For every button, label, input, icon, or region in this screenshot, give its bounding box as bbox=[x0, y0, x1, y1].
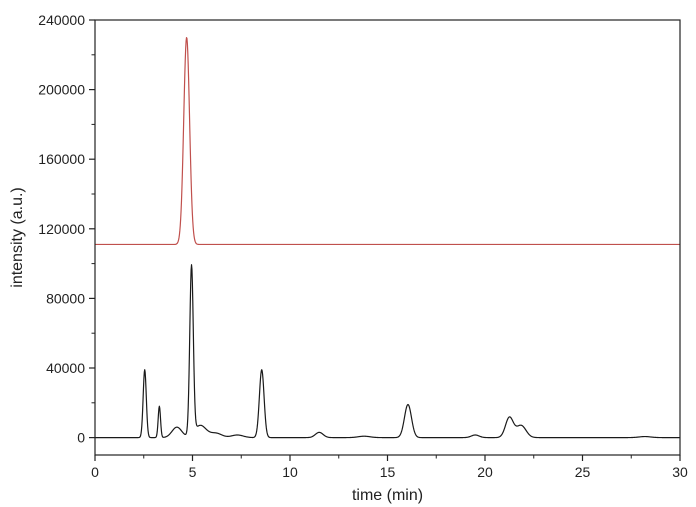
plot-frame bbox=[94, 19, 681, 456]
x-tick-label: 20 bbox=[477, 464, 493, 480]
plot-area bbox=[94, 37, 681, 439]
x-axis-label: time (min) bbox=[352, 487, 423, 504]
y-tick-label: 40000 bbox=[46, 360, 85, 376]
x-tick-label: 30 bbox=[672, 464, 688, 480]
y-tick-label: 120000 bbox=[38, 221, 85, 237]
y-tick-label: 160000 bbox=[38, 151, 85, 167]
x-tick-label: 15 bbox=[380, 464, 396, 480]
x-tick-label: 0 bbox=[91, 464, 99, 480]
y-tick-label: 200000 bbox=[38, 82, 85, 98]
x-tick-label: 10 bbox=[282, 464, 298, 480]
axes: 0 5 10 15 20 25 30 0 40000 80000 120000 160000 20000… bbox=[38, 12, 688, 480]
series-line-1 bbox=[94, 37, 681, 246]
y-tick-label: 0 bbox=[77, 430, 85, 446]
y-tick-label: 240000 bbox=[38, 12, 85, 28]
series-line-2 bbox=[94, 264, 681, 439]
y-tick-label: 80000 bbox=[46, 290, 85, 306]
y-axis-label: intensity (a.u.) bbox=[9, 187, 26, 287]
x-tick-label: 5 bbox=[189, 464, 197, 480]
x-tick-label: 25 bbox=[575, 464, 591, 480]
